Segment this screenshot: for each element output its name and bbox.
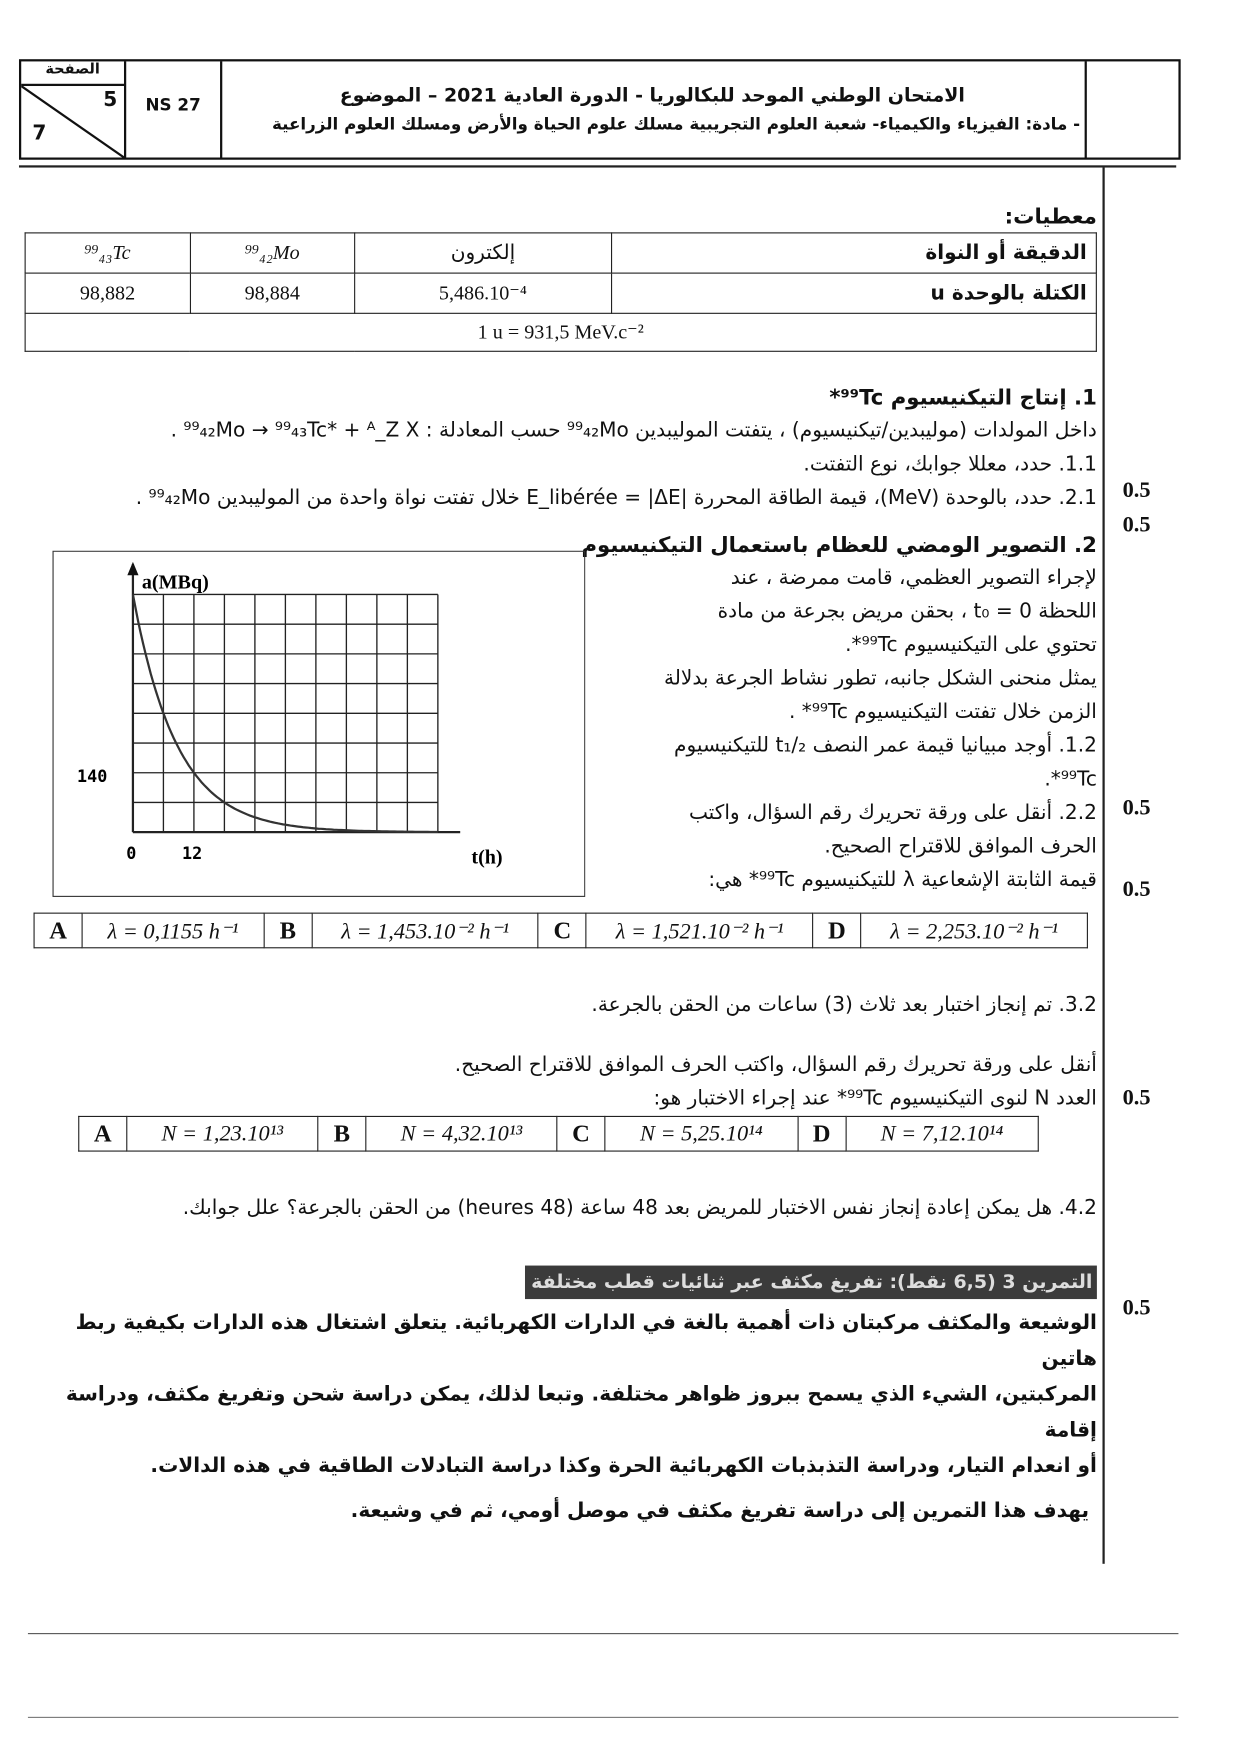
option-letter: A [78, 1115, 128, 1152]
points: 0.5 [1122, 512, 1151, 538]
option-value: λ = 1,521.10⁻² h⁻¹ [585, 912, 814, 949]
question-2-1: 2.1. حدد، بالوحدة (MeV)، قيمة الطاقة الم… [135, 485, 1097, 510]
main-content: معطيات: الدقيقة أو النواة إلكترون ⁹⁹₄₂Mo… [22, 201, 1097, 1529]
activity-chart: a(MBq) t(h) 0 12 140 [52, 550, 586, 897]
question-1-2: 1.2. أوجد مبيانيا قيمة عمر النصف t₁/₂ لل… [674, 733, 1097, 758]
points: 0.5 [1122, 1295, 1151, 1321]
option-letter: D [812, 912, 862, 949]
option-value: N = 7,12.10¹⁴ [845, 1115, 1039, 1152]
cell: ⁹⁹₄₂Mo [189, 232, 356, 274]
y-axis-arrow [127, 561, 139, 576]
option-letter: C [556, 1115, 606, 1152]
exercise-3-intro: الوشيعة والمكثف مركبتان ذات أهمية بالغة … [22, 1306, 1097, 1485]
question-3-2: 3.2. تم إنجاز اختبار بعد ثلاث (3) ساعات … [591, 993, 1097, 1017]
part2-row: لإجراء التصوير العظمي، قامت ممرضة ، عند … [22, 550, 1097, 897]
top-rule [18, 165, 1177, 168]
option-value: λ = 2,253.10⁻² h⁻¹ [860, 912, 1088, 949]
text-line: الوشيعة والمكثف مركبتان ذات أهمية بالغة … [75, 1311, 1097, 1371]
question-2-2-cont: الحرف الموافق للاقتراح الصحيح. [824, 834, 1097, 858]
question-3-2-instruction: أنقل على ورقة تحريرك رقم السؤال، واكتب ا… [454, 1053, 1097, 1077]
page-total: 7 [32, 121, 47, 146]
question-4-2: 4.2. هل يمكن إعادة إنجاز نفس الاختبار لل… [182, 1196, 1097, 1220]
text-line: يمثل منحنى الشكل جانبه، تطور نشاط الجرعة… [664, 666, 1097, 691]
points: 0.5 [1122, 478, 1151, 503]
footer-rule [27, 1633, 1179, 1635]
option-value: λ = 1,453.10⁻² h⁻¹ [311, 912, 539, 949]
part2-title: 2. التصوير الومضي للعظام باستعمال التيكن… [581, 532, 1097, 558]
footer-rule [27, 1716, 1179, 1718]
option-value: N = 4,32.10¹³ [365, 1115, 558, 1152]
cell: 98,882 [24, 272, 191, 314]
option-value: N = 1,23.10¹³ [126, 1115, 319, 1152]
page-label: الصفحة [21, 61, 124, 87]
text-line: لإجراء التصوير العظمي، قامت ممرضة ، عند [730, 566, 1097, 590]
text-line: المركبتين، الشيء الذي يسمح ببروز ظواهر م… [65, 1382, 1097, 1443]
option-letter: A [33, 912, 83, 949]
exercise-3-aim: يهدف هذا التمرين إلى دراسة تفريغ مكثف في… [350, 1499, 1090, 1523]
option-value: λ = 0,1155 h⁻¹ [81, 912, 265, 949]
score-margin-line [1102, 167, 1105, 1564]
text-line: أو انعدام التيار، ودراسة التذبذبات الكهر… [150, 1454, 1097, 1478]
exam-header: الصفحة 5 7 NS 27 الامتحان الوطني الموحد … [18, 59, 1181, 160]
page-number: 5 [103, 88, 118, 112]
cell: إلكترون [354, 232, 612, 274]
points: 0.5 [1122, 795, 1151, 820]
diagonal-divider [21, 86, 124, 159]
exam-title-block: الامتحان الوطني الموحد للبكالوريا - الدو… [225, 61, 1081, 157]
exam-subtitle: - مادة: الفيزياء والكيمياء- شعبة العلوم … [271, 113, 1081, 135]
option-value: N = 5,25.10¹⁴ [604, 1115, 799, 1152]
text-line: اللحظة t₀ = 0 ، بحقن مريض بجرعة من مادة [717, 599, 1097, 624]
option-letter: B [263, 912, 313, 949]
cell: ⁹⁹₄₃Tc [24, 232, 191, 274]
givens-table: الدقيقة أو النواة إلكترون ⁹⁹₄₂Mo ⁹⁹₄₃Tc … [24, 232, 1097, 352]
question-1-2-cont: ⁹⁹Tc*. [1044, 767, 1097, 791]
part2-text: لإجراء التصوير العظمي، قامت ممرضة ، عند … [594, 562, 1097, 897]
question-1-1: 1.1. حدد، معللا جوابك، نوع التفتت. [803, 452, 1097, 476]
option-letter: D [797, 1115, 847, 1152]
option-letter: C [537, 912, 587, 949]
question-2-2-cont: قيمة الثابتة الإشعاعية λ للتيكنيسيوم ⁹⁹T… [708, 867, 1097, 892]
part1-intro: داخل المولدات (موليبدين/تيكنيسيوم) ، يتف… [170, 418, 1097, 443]
exam-title: الامتحان الوطني الموحد للبكالوريا - الدو… [339, 84, 965, 108]
x-axis-label: t(h) [471, 846, 502, 868]
conversion-cell: 1 u = 931,5 MeV.c⁻² [24, 312, 1097, 352]
cell: 5,486.10⁻⁴ [354, 272, 612, 314]
page-counter: الصفحة 5 7 [21, 61, 124, 159]
exam-code: NS 27 [145, 94, 201, 116]
givens-heading: معطيات: [1004, 204, 1097, 229]
chart-frame [52, 550, 586, 897]
points: 0.5 [1122, 1085, 1151, 1111]
text-line: تحتوي على التيكنيسيوم ⁹⁹Tc*. [845, 633, 1097, 657]
question-3-2-prompt: العدد N لنوى التيكنيسيوم ⁹⁹Tc* عند إجراء… [653, 1086, 1097, 1111]
option-letter: B [317, 1115, 367, 1152]
part1-title: 1. إنتاج التيكنيسيوم ⁹⁹Tc* [829, 385, 1097, 410]
cell: الدقيقة أو النواة [610, 232, 1097, 274]
x-tick-label: 12 [182, 843, 202, 863]
points: 0.5 [1122, 876, 1151, 902]
activity-curve [131, 594, 438, 834]
cell: 98,884 [189, 272, 356, 314]
y-tick-label: 140 [77, 766, 107, 786]
question-2-2: 2.2. أنقل على ورقة تحريرك رقم السؤال، وا… [688, 800, 1097, 825]
text-line: الزمن خلال تفتت التيكنيسيوم ⁹⁹Tc* . [789, 700, 1097, 724]
x-tick-label: 0 [126, 843, 136, 863]
cell: الكتلة بالوحدة u [610, 272, 1097, 314]
y-axis-label: a(MBq) [142, 572, 209, 594]
exercise-3-banner: التمرين 3 (6,5 نقط): تفريغ مكثف عبر ثنائ… [524, 1265, 1097, 1300]
